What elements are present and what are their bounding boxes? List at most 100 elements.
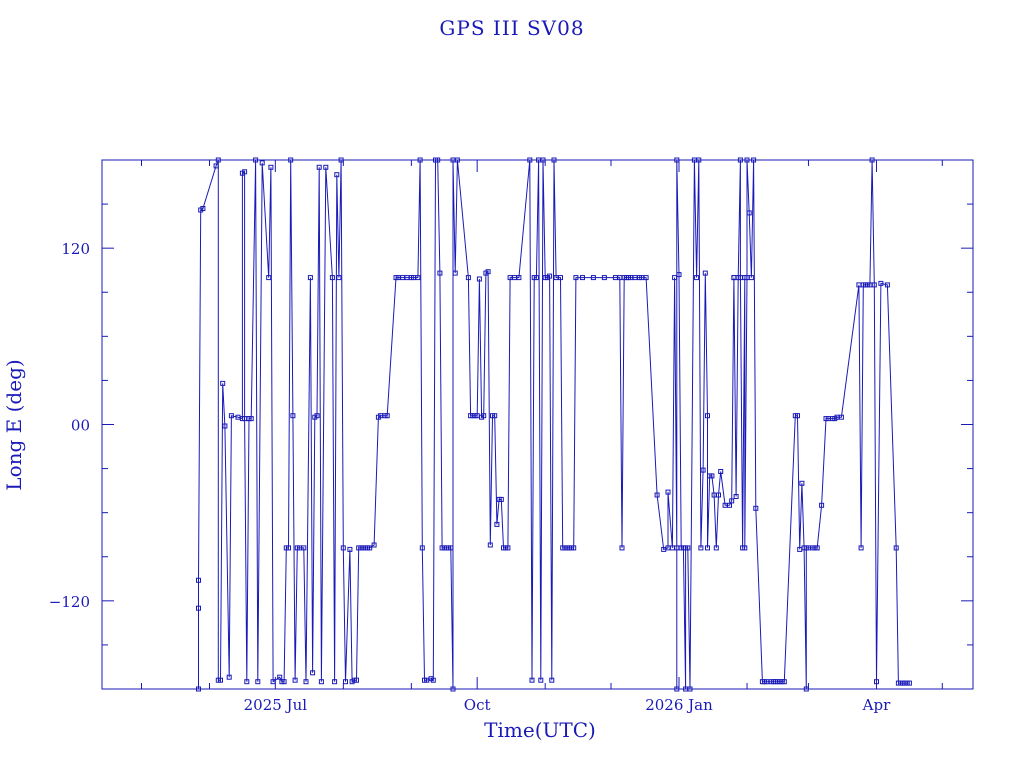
data-point	[340, 545, 346, 551]
data-point	[487, 542, 493, 548]
data-point	[310, 670, 316, 676]
data-point	[318, 679, 324, 685]
data-point	[672, 275, 678, 281]
data-point	[259, 160, 265, 166]
data-point	[878, 280, 884, 286]
data-point	[781, 679, 787, 685]
data-point	[371, 542, 377, 548]
data-point	[354, 677, 359, 683]
x-tick-label: Oct	[464, 696, 491, 714]
data-point	[702, 270, 708, 276]
data-point	[286, 545, 291, 551]
y-tick-label: 00	[71, 417, 90, 435]
data-point	[505, 545, 511, 551]
data-point	[494, 521, 500, 527]
data-point	[367, 545, 373, 551]
data-point	[746, 210, 752, 216]
data-point	[213, 163, 219, 169]
data-point	[538, 677, 544, 683]
y-axis-label: Long E (deg)	[2, 359, 26, 491]
data-point	[858, 545, 864, 551]
data-point	[571, 545, 577, 551]
data-point	[748, 275, 754, 281]
data-point	[200, 206, 206, 211]
data-point	[716, 492, 721, 498]
data-point	[485, 269, 491, 275]
data-point	[290, 413, 296, 419]
data-point	[255, 679, 261, 685]
data-point	[220, 380, 226, 386]
data-point	[347, 546, 353, 552]
data-point	[549, 677, 555, 683]
data-point	[590, 275, 596, 281]
data-point	[242, 169, 248, 175]
data-point	[196, 605, 201, 611]
data-point	[415, 275, 421, 281]
data-point	[819, 502, 825, 508]
data-point	[437, 270, 443, 276]
data-point	[314, 413, 320, 419]
data-point	[343, 679, 348, 685]
data-point	[654, 492, 660, 498]
data-point	[516, 275, 522, 281]
data-point	[871, 282, 877, 288]
data-point	[893, 545, 899, 551]
data-point	[709, 473, 715, 479]
data-point	[729, 498, 735, 504]
data-point	[601, 275, 607, 281]
data-point	[547, 273, 553, 279]
data-point	[619, 545, 625, 551]
x-tick-label: 2025 Jul	[244, 696, 308, 714]
data-point	[218, 677, 223, 683]
y-tick-label: −120	[49, 593, 90, 611]
data-point	[228, 413, 234, 419]
data-point	[742, 545, 748, 551]
series-line	[198, 159, 910, 690]
data-point	[196, 577, 201, 583]
data-point	[558, 275, 563, 281]
data-point	[430, 677, 436, 683]
data-point	[498, 496, 504, 502]
data-point	[244, 679, 250, 685]
data-point	[529, 677, 535, 683]
data-point	[700, 467, 706, 473]
data-point	[814, 545, 820, 551]
data-point	[884, 282, 890, 288]
data-point	[694, 275, 700, 281]
data-point	[573, 275, 579, 281]
data-point	[419, 545, 425, 551]
data-point	[838, 414, 844, 420]
data-point	[580, 275, 585, 281]
data-point	[799, 480, 805, 486]
data-point	[307, 275, 313, 281]
chart-title: GPS III SV08	[439, 16, 585, 40]
data-point	[698, 545, 704, 551]
data-point	[476, 276, 482, 282]
data-point	[266, 275, 272, 281]
data-point	[481, 413, 487, 419]
data-point	[733, 494, 739, 499]
data-point	[336, 275, 342, 281]
data-point	[492, 413, 498, 419]
data-point	[281, 679, 287, 685]
data-point	[676, 272, 682, 278]
data-point	[718, 469, 724, 474]
data-point	[643, 275, 649, 281]
data-point	[334, 172, 340, 178]
axis-layer: 120 00 −120 2025 Jul Oct 2026 Jan Apr	[49, 159, 974, 714]
data-point	[268, 164, 274, 170]
data-point	[329, 275, 335, 281]
data-point	[705, 545, 710, 551]
x-tick-label: 2026 Jan	[645, 696, 713, 714]
data-point	[713, 545, 719, 551]
data-point	[533, 275, 539, 281]
data-point	[448, 545, 454, 551]
data-point	[248, 416, 254, 422]
data-point	[332, 679, 338, 685]
x-tick-label: Apr	[862, 696, 891, 714]
data-point	[465, 275, 471, 281]
data-point	[795, 413, 800, 419]
data-point	[906, 680, 912, 686]
x-axis-label: Time(UTC)	[484, 718, 596, 742]
